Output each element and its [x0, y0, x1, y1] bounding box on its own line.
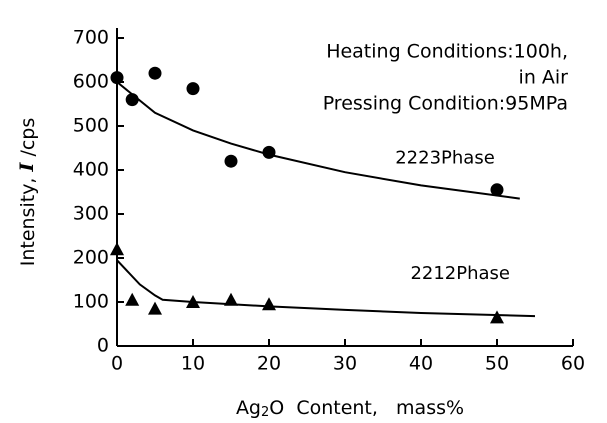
- point: [224, 154, 238, 168]
- x-tick-label: 10: [181, 353, 205, 375]
- x-tick-label: 0: [111, 353, 123, 375]
- point: [125, 93, 139, 107]
- y-axis-label: Intensity, I /cps: [16, 118, 39, 267]
- point: [110, 242, 124, 256]
- annotation: in Air: [519, 67, 569, 89]
- x-tick-label: 50: [485, 353, 509, 375]
- x-axis-label: Ag2O Content, mass%: [236, 397, 464, 420]
- point: [490, 310, 504, 324]
- point: [125, 292, 140, 306]
- y-tick-label: 0: [97, 335, 109, 357]
- x-tick-label: 40: [409, 353, 433, 375]
- x-tick-label: 30: [333, 353, 357, 375]
- point: [186, 295, 200, 308]
- y-tick-label: 500: [73, 115, 109, 137]
- annotation: Pressing Condition:95MPa: [323, 93, 568, 115]
- point: [110, 71, 124, 85]
- series-label: 2223Phase: [395, 148, 495, 169]
- point: [262, 297, 276, 311]
- fit-line: [116, 81, 520, 200]
- x-tick-label: 60: [561, 353, 585, 375]
- point: [186, 82, 200, 96]
- y-tick-label: 600: [73, 71, 109, 93]
- point: [224, 292, 238, 306]
- x-tick-label: 20: [257, 353, 281, 375]
- y-tick-label: 700: [73, 27, 109, 49]
- point: [262, 145, 276, 159]
- y-tick-label: 100: [73, 291, 109, 313]
- y-tick-label: 200: [73, 247, 109, 269]
- y-tick-label: 400: [73, 159, 109, 181]
- point: [490, 183, 504, 197]
- y-tick-label: 300: [73, 203, 109, 225]
- series-label: 2212Phase: [410, 263, 510, 284]
- point: [148, 301, 162, 315]
- point: [148, 66, 162, 80]
- annotation: Heating Conditions:100h,: [326, 41, 568, 63]
